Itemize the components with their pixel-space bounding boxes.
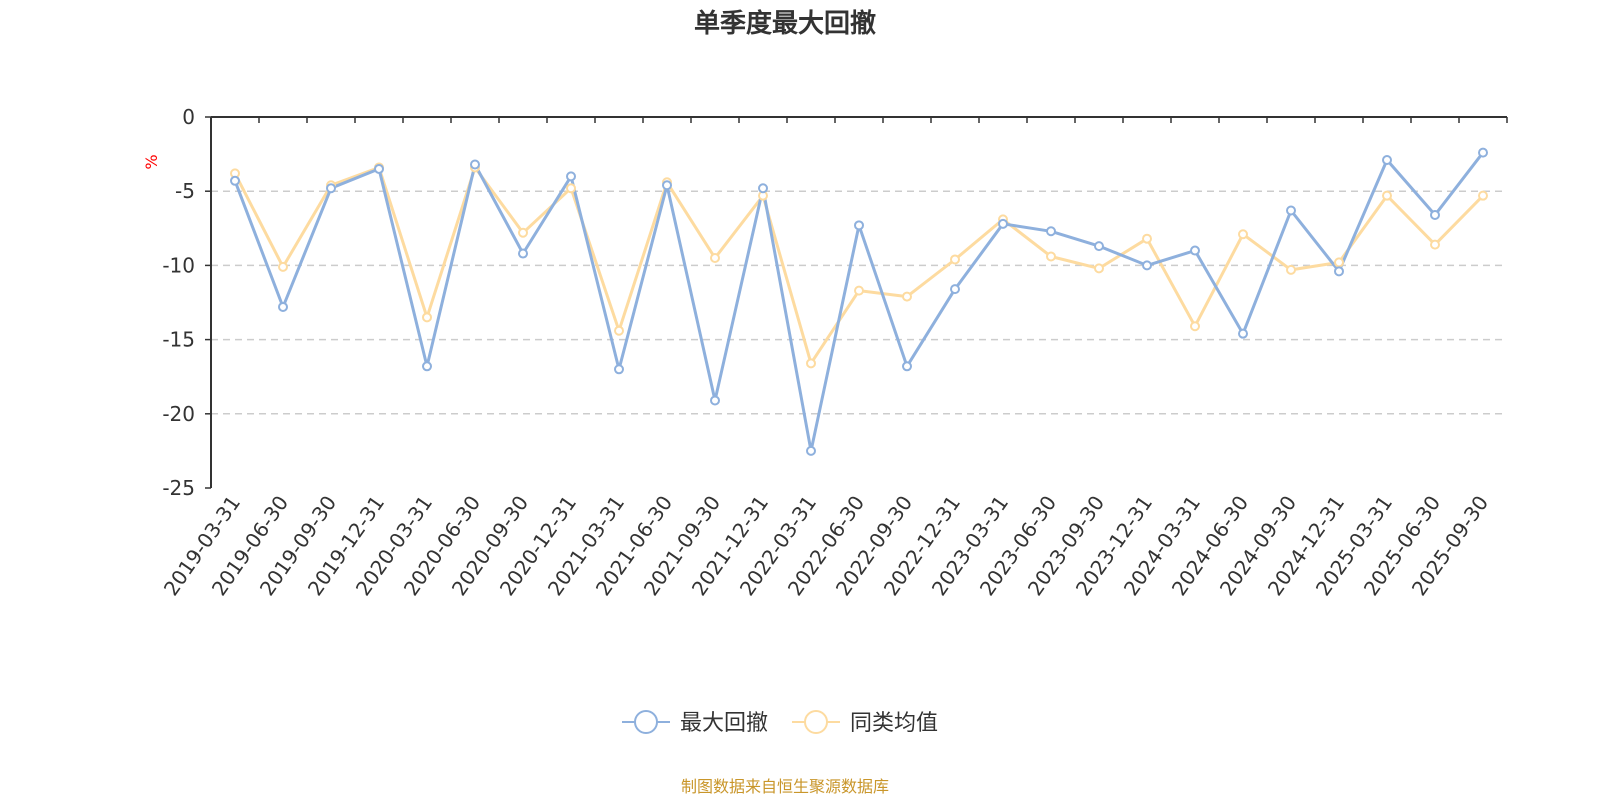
- chart-title: 单季度最大回撤: [694, 8, 876, 39]
- y-tick-label: -15: [162, 328, 195, 352]
- series-lines: [230, 147, 1488, 456]
- data-point: [614, 325, 624, 336]
- y-tick-label: -25: [162, 476, 195, 500]
- data-point: [1094, 241, 1104, 252]
- legend-item[interactable]: 同类均值: [792, 710, 938, 736]
- legend-label: 最大回撤: [680, 711, 768, 736]
- data-point: [230, 175, 240, 186]
- data-point: [950, 284, 960, 295]
- data-point: [1334, 257, 1344, 268]
- data-point: [1430, 239, 1440, 250]
- data-point: [1286, 264, 1296, 275]
- data-point: [422, 312, 432, 323]
- data-point: [1046, 251, 1056, 262]
- data-point: [710, 395, 720, 406]
- data-point: [710, 252, 720, 263]
- data-point: [902, 361, 912, 372]
- data-point: [614, 364, 624, 375]
- data-point: [566, 171, 576, 182]
- legend-marker: [634, 710, 658, 734]
- data-point: [854, 220, 864, 231]
- legend-item[interactable]: 最大回撤: [622, 710, 768, 736]
- data-point: [326, 183, 336, 194]
- legend-label: 同类均值: [850, 711, 938, 736]
- data-point: [518, 227, 528, 238]
- y-tick-label: -20: [162, 402, 195, 426]
- data-point: [1382, 155, 1392, 166]
- data-point: [278, 301, 288, 312]
- data-point: [1142, 233, 1152, 244]
- data-point: [278, 261, 288, 272]
- legend[interactable]: 最大回撤 同类均值: [622, 710, 938, 736]
- y-tick-label: 0: [182, 105, 195, 129]
- data-point: [1478, 190, 1488, 201]
- data-point: [374, 163, 384, 174]
- data-point: [1478, 147, 1488, 158]
- data-point: [1190, 245, 1200, 256]
- data-point: [1238, 328, 1248, 339]
- data-point: [854, 285, 864, 296]
- data-point: [902, 291, 912, 302]
- data-point: [806, 358, 816, 369]
- data-point: [1382, 190, 1392, 201]
- data-point: [470, 159, 480, 170]
- y-tick-label: -10: [162, 253, 195, 277]
- data-point: [758, 183, 768, 194]
- legend-marker: [804, 710, 828, 734]
- data-point: [422, 361, 432, 372]
- data-point: [950, 254, 960, 265]
- data-point: [1046, 226, 1056, 237]
- y-tick-label: -5: [175, 179, 195, 203]
- data-point: [662, 180, 672, 191]
- data-point: [566, 183, 576, 194]
- data-point: [1430, 209, 1440, 220]
- data-point: [1190, 321, 1200, 332]
- data-point: [1334, 266, 1344, 277]
- data-point: [1094, 263, 1104, 274]
- data-point: [806, 445, 816, 456]
- data-point: [1286, 205, 1296, 216]
- data-point: [1238, 229, 1248, 240]
- data-point: [518, 248, 528, 259]
- y-axis-unit-label: %: [142, 154, 161, 169]
- data-point: [998, 218, 1008, 229]
- source-note: 制图数据来自恒生聚源数据库: [681, 777, 889, 796]
- data-point: [1142, 260, 1152, 271]
